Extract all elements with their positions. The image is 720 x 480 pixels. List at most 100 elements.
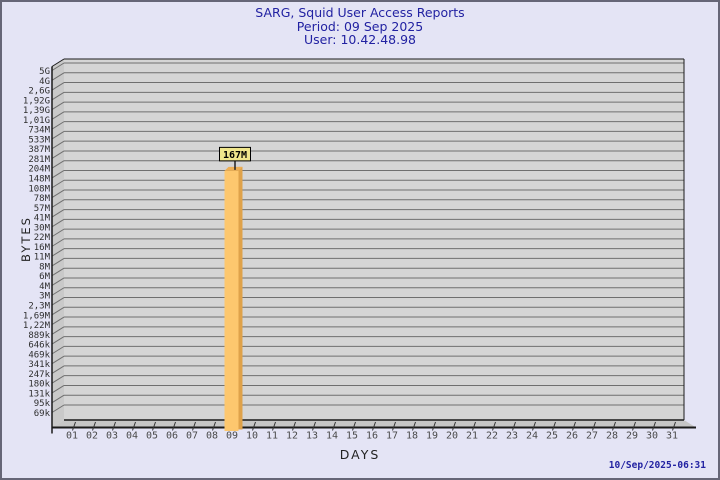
y-tick-label: 646k [28, 341, 50, 351]
y-tick-label: 1,22M [23, 321, 51, 331]
x-tick-mark [672, 421, 676, 431]
x-tick-mark [652, 421, 656, 431]
y-tick-label: 11M [34, 253, 51, 263]
y-tick-label: 734M [28, 126, 50, 136]
x-tick-label: 06 [166, 431, 178, 442]
left-wall [52, 59, 64, 428]
y-tick-label: 5G [39, 67, 50, 77]
plot-area [64, 59, 684, 420]
y-tick-label: 131k [28, 389, 50, 399]
x-tick-label: 31 [666, 431, 678, 442]
x-tick-mark [212, 421, 216, 431]
x-tick-label: 27 [586, 431, 598, 442]
wall-gridline [51, 306, 65, 316]
x-tick-mark [592, 421, 596, 431]
wall-gridline [51, 140, 65, 150]
y-tick-label: 8M [39, 262, 50, 272]
x-tick-label: 25 [546, 431, 558, 442]
y-tick-label: 1,01G [23, 116, 50, 126]
y-tick-label: 95k [34, 399, 51, 409]
y-tick-label: 889k [28, 331, 50, 341]
x-tick-mark [332, 421, 336, 431]
wall-gridline [51, 336, 65, 345]
y-tick-label: 22M [34, 233, 51, 243]
wall-gridline [51, 189, 65, 198]
chart-header: SARG, Squid User Access Reports Period: … [2, 6, 718, 47]
x-tick-mark [432, 421, 436, 431]
wall-gridline [51, 297, 65, 306]
wall-top-edge [51, 58, 65, 67]
y-tick-label: 387M [28, 145, 50, 155]
wall-gridline [51, 355, 65, 365]
wall-gridline [51, 394, 65, 404]
wall-gridline [51, 62, 65, 71]
x-tick-label: 09 [226, 431, 238, 442]
x-tick-label: 14 [326, 431, 338, 442]
wall-gridline [51, 218, 65, 228]
x-tick-mark [512, 421, 516, 431]
x-tick-label: 26 [566, 431, 578, 442]
x-tick-mark [252, 421, 256, 431]
x-tick-label: 04 [126, 431, 138, 442]
x-tick-mark [632, 421, 636, 431]
y-tick-label: 57M [34, 204, 51, 214]
wall-gridline [51, 404, 65, 413]
wall-gridline [51, 248, 65, 257]
wall-gridline [51, 316, 65, 325]
chart-period: Period: 09 Sep 2025 [296, 18, 424, 34]
x-tick-label: 03 [106, 431, 118, 442]
wall-gridline [51, 277, 65, 286]
wall-gridline [51, 111, 65, 120]
y-tick-label: 69k [34, 409, 51, 419]
bar-side-day-09 [238, 166, 243, 430]
wall-gridline [51, 199, 65, 208]
y-tick-label: 4G [39, 77, 50, 87]
x-tick-label: 17 [386, 431, 398, 442]
x-tick-label: 30 [646, 431, 658, 442]
x-tick-label: 02 [86, 431, 98, 442]
wall-gridline [51, 101, 65, 111]
x-tick-label: 19 [426, 431, 438, 442]
x-tick-label: 24 [526, 431, 538, 442]
x-tick-label: 18 [406, 431, 418, 442]
chart-user: User: 10.42.48.98 [304, 32, 416, 47]
x-tick-mark [72, 421, 76, 431]
y-tick-label: 148M [28, 174, 50, 184]
value-callout-text: 167M [223, 150, 247, 161]
y-tick-label: 4M [39, 282, 50, 292]
y-tick-label: 180k [28, 380, 50, 390]
x-tick-label: 28 [606, 431, 618, 442]
x-tick-mark [132, 421, 136, 431]
x-tick-mark [532, 421, 536, 431]
x-tick-label: 07 [186, 431, 198, 442]
x-tick-mark [172, 421, 176, 431]
x-tick-label: 08 [206, 431, 218, 442]
y-tick-label: 204M [28, 165, 50, 175]
x-tick-label: 11 [266, 431, 278, 442]
y-tick-label: 2,6G [28, 87, 50, 97]
wall-gridline [51, 130, 65, 140]
x-tick-mark [392, 421, 396, 431]
x-tick-label: 15 [346, 431, 358, 442]
x-tick-mark [492, 421, 496, 431]
y-tick-label: 41M [34, 214, 51, 224]
y-tick-label: 281M [28, 155, 50, 165]
wall-gridline [51, 385, 65, 394]
x-tick-label: 23 [506, 431, 518, 442]
bar-day-09 [224, 170, 239, 431]
x-tick-label: 13 [306, 431, 318, 442]
wall-gridline [51, 365, 65, 374]
bar-top-day-09 [224, 166, 243, 171]
wall-gridline [51, 160, 65, 169]
value-callout-box [219, 146, 251, 162]
x-tick-mark [452, 421, 456, 431]
x-tick-mark [372, 421, 376, 431]
wall-gridline [51, 170, 65, 179]
x-tick-mark [152, 421, 156, 431]
x-tick-mark [92, 421, 96, 431]
wall-gridline [51, 238, 65, 247]
x-tick-label: 20 [446, 431, 458, 442]
wall-gridline [51, 179, 65, 189]
